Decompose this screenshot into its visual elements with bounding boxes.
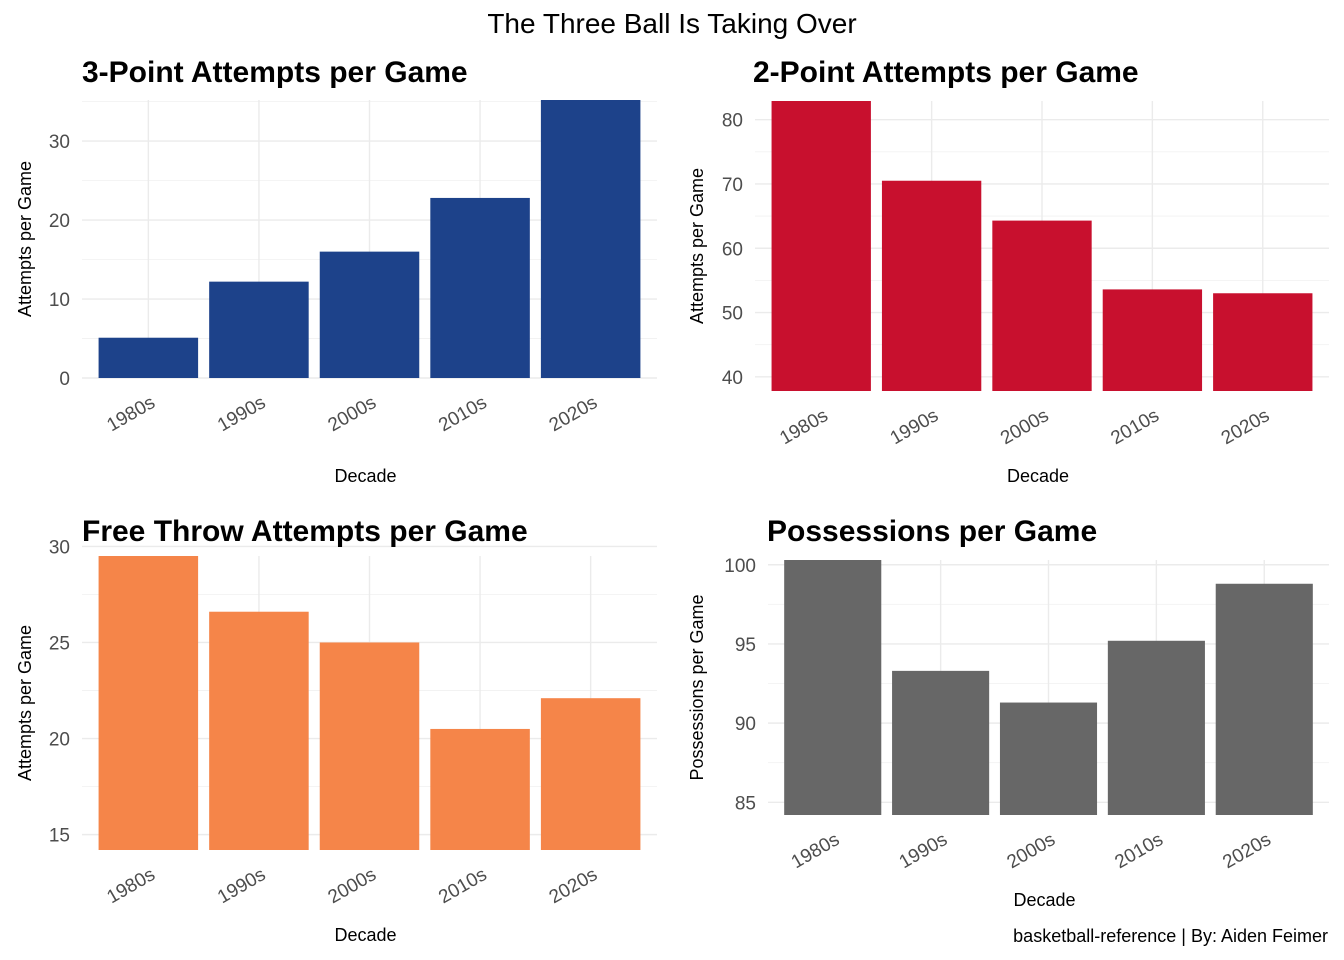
x-tick-label: 2000s (325, 392, 380, 436)
bar-1980s (98, 337, 199, 378)
chart-title: Free Throw Attempts per Game (82, 515, 528, 548)
bar-2010s (430, 197, 530, 378)
x-tick-label: 2000s (325, 864, 380, 908)
bar-2010s (1107, 640, 1205, 815)
x-axis-title: Decade (334, 925, 396, 945)
y-tick-label: 80 (722, 111, 743, 132)
y-axis-title: Attempts per Game (15, 161, 35, 317)
y-tick-label: 40 (722, 368, 743, 389)
x-tick-label: 1990s (214, 864, 269, 908)
y-axis-title: Attempts per Game (687, 168, 707, 324)
y-tick-label: 30 (49, 132, 70, 153)
chart-panel: 0 10 20 30 1980s 1990s 2000s 2010s 2020s 3-Point … (15, 56, 657, 486)
y-axis: 85 90 95 100 (724, 556, 756, 815)
x-tick-label: 2000s (997, 405, 1052, 449)
bar-2010s (430, 728, 530, 850)
chart-panel: 40 50 60 70 80 1980s 1990s 2000s 2010s 2020s 2-Poi… (687, 56, 1329, 486)
bar-1980s (784, 560, 882, 815)
y-tick-label: 60 (722, 239, 743, 260)
bar-2020s (1215, 583, 1313, 815)
y-tick-label: 20 (49, 730, 70, 751)
x-tick-label: 2010s (1112, 829, 1167, 873)
x-axis-title: Decade (1013, 890, 1075, 910)
x-axis: 1980s 1990s 2000s 2010s 2020s (104, 392, 602, 436)
x-tick-label: 2020s (1218, 405, 1273, 449)
y-tick-label: 25 (49, 633, 70, 654)
bars (98, 100, 641, 378)
y-tick-label: 20 (49, 211, 70, 232)
y-tick-label: 15 (49, 826, 70, 847)
x-tick-label: 2000s (1004, 829, 1059, 873)
y-tick-label: 50 (722, 304, 743, 325)
bar-2020s (1213, 293, 1313, 391)
bars (98, 556, 641, 850)
y-tick-label: 100 (724, 556, 756, 577)
chart-title: 2-Point Attempts per Game (753, 56, 1139, 89)
x-tick-label: 1980s (104, 392, 159, 436)
bar-2000s (999, 702, 1098, 815)
x-axis: 1980s 1990s 2000s 2010s 2020s (776, 405, 1273, 449)
x-axis-title: Decade (1007, 466, 1069, 486)
bar-2010s (1102, 289, 1203, 391)
x-tick-label: 2020s (1219, 829, 1274, 873)
x-tick-label: 2010s (1108, 405, 1163, 449)
bars (771, 101, 1313, 391)
x-axis: 1980s 1990s 2000s 2010s 2020s (104, 864, 602, 908)
bar-1990s (881, 180, 982, 391)
bar-2020s (540, 100, 641, 378)
bar-1990s (209, 281, 309, 378)
x-tick-label: 1980s (104, 864, 159, 908)
bar-2020s (540, 698, 641, 850)
figure-title: The Three Ball Is Taking Over (487, 8, 856, 39)
y-axis: 40 50 60 70 80 (722, 111, 743, 389)
bar-1980s (771, 101, 871, 391)
bar-2000s (319, 251, 420, 378)
bar-2000s (992, 220, 1092, 391)
y-axis-title: Attempts per Game (15, 625, 35, 781)
bar-1990s (209, 611, 309, 850)
x-tick-label: 1990s (896, 829, 951, 873)
y-tick-label: 95 (735, 635, 756, 656)
chart-title: Possessions per Game (767, 515, 1097, 548)
chart-panel: 15 20 25 30 1980s 1990s 2000s 2010s 2020s Free Th… (15, 515, 657, 945)
x-tick-label: 2020s (546, 392, 601, 436)
x-tick-label: 1990s (214, 392, 269, 436)
bar-1990s (892, 670, 990, 815)
figure-caption: basketball-reference | By: Aiden Feimer (1013, 926, 1328, 946)
y-tick-label: 85 (735, 793, 756, 814)
bar-1980s (98, 556, 199, 850)
x-tick-label: 1990s (887, 405, 942, 449)
x-tick-label: 2010s (435, 864, 490, 908)
y-axis-title: Possessions per Game (687, 594, 707, 780)
x-tick-label: 1980s (776, 405, 831, 449)
y-axis: 15 20 25 30 (49, 537, 70, 846)
x-tick-label: 2010s (435, 392, 490, 436)
x-axis: 1980s 1990s 2000s 2010s 2020s (788, 829, 1275, 873)
bar-2000s (319, 642, 420, 850)
chart-panel: 85 90 95 100 1980s 1990s 2000s 2010s 2020s Posses… (687, 515, 1329, 910)
x-tick-label: 2020s (546, 864, 601, 908)
y-tick-label: 10 (49, 290, 70, 311)
x-tick-label: 1980s (788, 829, 843, 873)
panels: 0 10 20 30 1980s 1990s 2000s 2010s 2020s 3-Point … (15, 56, 1329, 945)
y-axis: 0 10 20 30 (49, 132, 70, 390)
y-tick-label: 30 (49, 537, 70, 558)
chart-title: 3-Point Attempts per Game (82, 56, 468, 89)
bars (784, 560, 1313, 815)
y-tick-label: 0 (59, 369, 70, 390)
x-axis-title: Decade (334, 466, 396, 486)
y-tick-label: 90 (735, 714, 756, 735)
y-tick-label: 70 (722, 175, 743, 196)
